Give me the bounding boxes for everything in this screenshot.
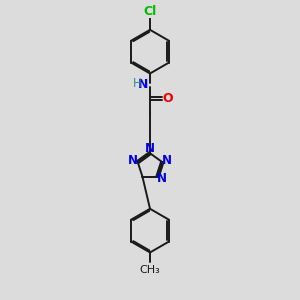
Text: N: N: [128, 154, 138, 166]
Text: N: N: [137, 78, 148, 91]
Text: CH₃: CH₃: [140, 265, 160, 275]
Text: O: O: [162, 92, 173, 105]
Text: N: N: [162, 154, 172, 166]
Text: H: H: [133, 77, 142, 90]
Text: Cl: Cl: [143, 5, 157, 18]
Text: N: N: [157, 172, 167, 185]
Text: N: N: [145, 142, 155, 155]
